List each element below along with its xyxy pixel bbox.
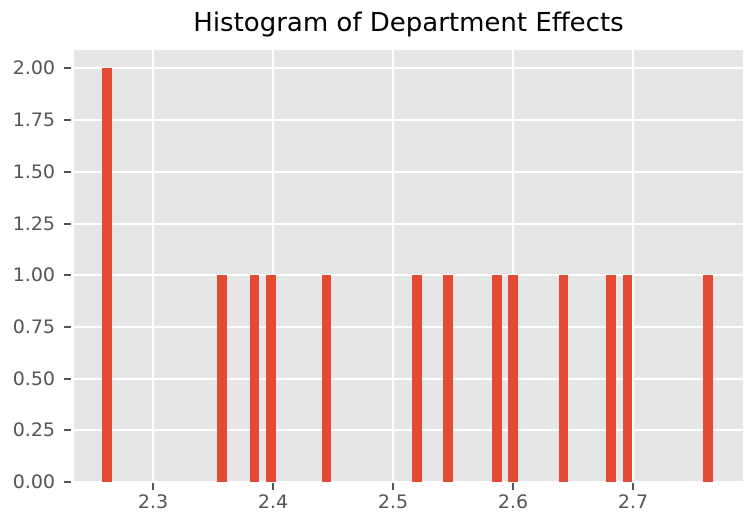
gridline-vertical: [271, 50, 274, 482]
chart-title: Histogram of Department Effects: [193, 8, 624, 38]
x-tick-mark: [631, 483, 634, 490]
plot-area: [74, 50, 743, 482]
x-tick-label: 2.7: [617, 491, 649, 513]
x-tick-label: 2.4: [257, 491, 289, 513]
gridline-horizontal: [74, 170, 743, 173]
x-tick-label: 2.5: [377, 491, 409, 513]
y-tick-label: 1.25: [12, 212, 55, 235]
histogram-bar: [443, 275, 453, 482]
x-tick-mark: [271, 483, 274, 490]
y-tick-label: 0.25: [12, 419, 55, 442]
gridline-horizontal: [74, 67, 743, 70]
histogram-bar: [622, 275, 633, 482]
gridline-horizontal: [74, 119, 743, 122]
y-tick-mark: [64, 274, 71, 277]
histogram-bar: [412, 275, 422, 482]
y-tick-mark: [64, 429, 71, 432]
y-tick-label: 0.50: [12, 367, 55, 390]
x-tick-label: 2.6: [497, 491, 529, 513]
histogram-bar: [703, 275, 713, 482]
y-tick-label: 0.75: [12, 315, 55, 338]
x-tick-mark: [391, 483, 394, 490]
gridline-horizontal: [74, 377, 743, 380]
histogram-bar: [102, 68, 112, 482]
y-tick-mark: [64, 67, 71, 70]
gridline-vertical: [511, 50, 514, 482]
histogram-bar: [606, 275, 616, 482]
y-tick-mark: [64, 119, 71, 122]
gridline-horizontal: [74, 222, 743, 225]
y-tick-mark: [64, 170, 71, 173]
gridline-vertical: [631, 50, 634, 482]
y-tick-mark: [64, 222, 71, 225]
histogram-bar: [266, 275, 276, 482]
histogram-bar: [492, 275, 502, 482]
y-tick-mark: [64, 377, 71, 380]
histogram-bar: [249, 275, 260, 482]
y-tick-label: 0.00: [12, 471, 55, 493]
gridline-horizontal: [74, 274, 743, 277]
y-tick-mark: [64, 325, 71, 328]
x-tick-mark: [151, 483, 154, 490]
gridline-vertical: [151, 50, 154, 482]
histogram-bar: [508, 275, 518, 482]
y-tick-label: 1.00: [12, 264, 55, 287]
histogram-bar: [217, 275, 227, 482]
histogram-bar: [321, 275, 332, 482]
x-tick-mark: [511, 483, 514, 490]
y-tick-label: 1.50: [12, 160, 55, 183]
y-tick-mark: [64, 481, 71, 483]
y-tick-label: 2.00: [12, 57, 55, 80]
y-tick-label: 1.75: [12, 109, 55, 132]
gridline-horizontal: [74, 325, 743, 328]
gridline-horizontal: [74, 429, 743, 432]
gridline-vertical: [391, 50, 394, 482]
histogram-bar: [558, 275, 569, 482]
gridline-horizontal: [74, 481, 743, 482]
x-tick-label: 2.3: [137, 491, 169, 513]
